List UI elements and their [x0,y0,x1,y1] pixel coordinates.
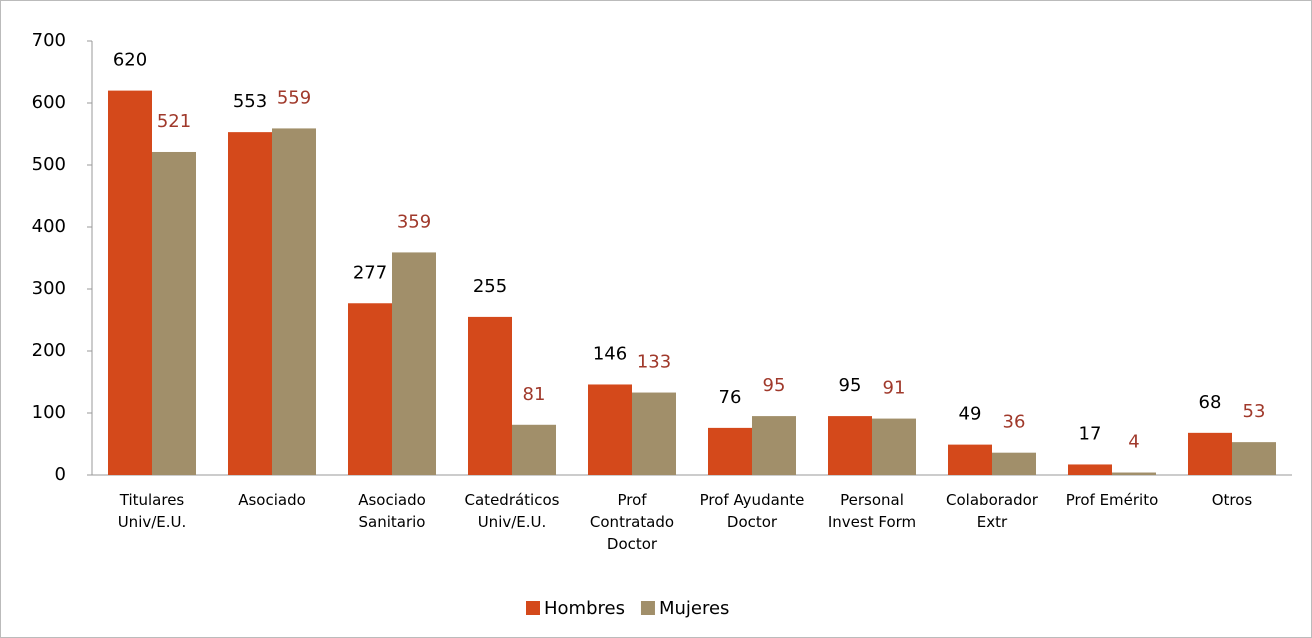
value-label: 36 [1003,412,1026,433]
value-label: 49 [959,404,982,425]
y-tick-label: 300 [32,278,66,299]
bar [392,252,436,475]
bar [1232,442,1276,475]
legend-swatch [640,601,655,615]
bar [468,316,512,475]
bar [348,303,392,475]
bar [828,416,872,475]
bar [632,392,676,475]
y-tick-label: 0 [55,464,66,485]
value-label: 68 [1199,392,1222,413]
value-label: 53 [1243,401,1266,422]
y-tick-label: 500 [32,154,66,175]
x-tick-label: Prof Emérito [1065,491,1159,509]
x-tick-label: Asociado Sanitario [358,491,426,531]
value-label: 17 [1079,423,1102,444]
bar [708,427,752,475]
value-label: 553 [233,91,267,112]
bar [512,424,556,475]
value-label: 620 [113,50,147,71]
y-tick-label: 700 [32,30,66,51]
value-label: 95 [839,375,862,396]
bar [948,444,992,475]
value-label: 4 [1128,432,1139,453]
value-label: 81 [523,384,546,405]
bar [1068,464,1112,475]
x-tick-label: Prof Contratado Doctor [589,491,675,553]
bar [272,128,316,476]
value-label: 146 [593,343,627,364]
bar [228,132,272,475]
bar [1112,472,1156,475]
y-tick-label: 200 [32,340,66,361]
x-tick-label: Prof Ayudante Doctor [699,491,805,531]
bar [588,384,632,475]
legend-swatch [526,601,540,615]
x-tick-label: Asociado [238,491,306,509]
value-label: 95 [763,375,786,396]
bar [108,90,152,475]
bar [752,416,796,475]
value-label: 359 [397,211,431,232]
value-label: 559 [277,87,311,108]
y-tick-label: 100 [32,402,66,423]
x-tick-label: Catedráticos Univ/E.U. [464,491,560,531]
y-tick-label: 400 [32,216,66,237]
value-label: 91 [883,378,906,399]
x-tick-label: Colaborador Extr [946,491,1038,531]
bar [1188,432,1232,475]
value-label: 76 [719,387,742,408]
bar [872,418,916,475]
x-tick-label: Personal Invest Form [827,491,917,531]
bar [992,452,1036,475]
value-label: 277 [353,262,387,283]
legend-label: Hombres [544,598,625,619]
value-label: 255 [473,276,507,297]
y-tick-label: 600 [32,92,66,113]
legend-label: Mujeres [659,598,729,619]
value-label: 521 [157,111,191,132]
bar [152,151,196,476]
value-label: 133 [637,352,671,373]
x-tick-label: Otros [1211,491,1253,509]
x-tick-label: Titulares Univ/E.U. [117,491,187,531]
